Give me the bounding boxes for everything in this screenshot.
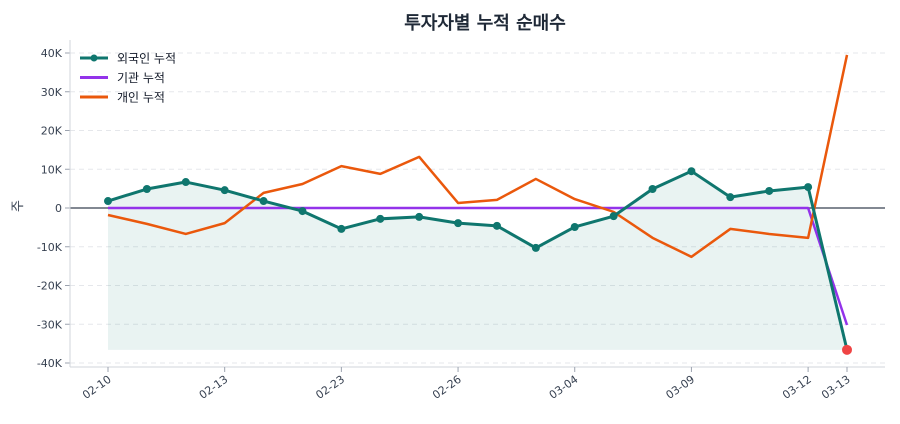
x-tick-label: 02-26 [430, 373, 464, 402]
data-point [765, 186, 774, 195]
data-point [376, 214, 385, 223]
series-line-2 [107, 54, 849, 259]
data-point [298, 207, 307, 216]
legend-marker [90, 54, 98, 62]
data-point [220, 186, 229, 195]
y-tick-label: -30K [37, 318, 63, 331]
chart-title: 투자자별 누적 순매수 [404, 13, 566, 34]
y-tick-label: -40K [37, 357, 63, 370]
y-tick-label: 20K [41, 125, 63, 138]
area-fill-layer [108, 171, 847, 350]
data-point [415, 212, 424, 221]
data-point [687, 167, 696, 176]
y-tick-label: -20K [37, 280, 63, 293]
y-tick-label: 0 [55, 202, 62, 215]
data-point [804, 183, 813, 192]
data-point [531, 243, 540, 252]
x-tick-label: 03-13 [819, 373, 853, 402]
y-tick-label: 40K [41, 47, 63, 60]
legend-label: 기관 누적 [117, 71, 165, 85]
series-layer [104, 54, 852, 355]
x-tick-label: 02-13 [197, 373, 231, 402]
data-point [104, 197, 112, 206]
x-tick-label: 03-09 [663, 373, 697, 402]
data-point [337, 224, 346, 233]
last-point-marker [842, 344, 852, 355]
legend-label: 개인 누적 [117, 91, 165, 105]
series-line-1 [108, 206, 849, 326]
data-point [609, 212, 618, 221]
data-point [726, 193, 735, 202]
series-line-0 [107, 169, 849, 351]
data-point [142, 185, 151, 194]
data-point [181, 178, 190, 187]
y-axis-label: 주 [11, 200, 26, 212]
foreign-area-fill [108, 171, 847, 350]
data-point [570, 222, 579, 231]
y-tick-label: -10K [37, 241, 63, 254]
x-tick-label: 03-12 [780, 373, 814, 402]
data-point [492, 221, 501, 230]
legend-label: 외국인 누적 [117, 52, 176, 66]
y-tick-label: 10K [41, 163, 63, 176]
data-point [454, 219, 463, 228]
x-tick-label: 02-10 [80, 373, 114, 402]
y-tick-label: 30K [41, 86, 63, 99]
data-point [259, 197, 268, 206]
data-point [648, 185, 657, 194]
x-tick-label: 03-04 [547, 373, 581, 402]
x-tick-label: 02-23 [313, 373, 347, 402]
